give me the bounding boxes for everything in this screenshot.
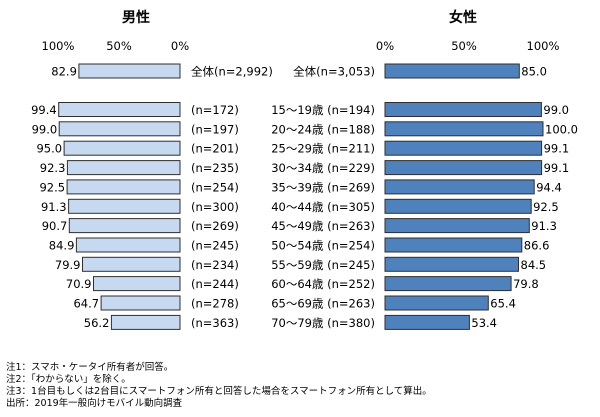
male-bar-series: 82.9 全体(n=2,992) 99.4 (n=172) 99.0 (n=197) 95.… <box>31 63 273 330</box>
male-bar <box>58 121 181 137</box>
female-bar-value-label: 94.4 <box>536 180 562 194</box>
male-bar <box>68 198 181 214</box>
male-bar-value-label: 70.9 <box>66 277 92 291</box>
male-category-label: (n=269) <box>191 219 239 233</box>
female-bar <box>384 160 543 176</box>
male-bar-value-label: 90.7 <box>42 219 68 233</box>
female-bar <box>384 63 520 79</box>
footnotes: 注1：スマホ・ケータイ所有者が回答。 注2：「わからない」を除く。 注3：1台目… <box>6 361 432 409</box>
male-bar <box>110 314 181 330</box>
female-bar <box>384 218 530 234</box>
male-category-label: (n=201) <box>191 142 239 156</box>
female-bar-value-label: 79.8 <box>513 277 539 291</box>
female-bar <box>384 198 532 214</box>
female-bar <box>384 140 543 156</box>
male-category-label: (n=363) <box>191 316 239 330</box>
male-bar <box>58 102 181 117</box>
female-bar-value-label: 86.6 <box>524 239 550 253</box>
male-x-axis: 100% 50% 0% <box>42 39 190 53</box>
male-category-label: (n=254) <box>191 180 239 194</box>
male-bar <box>93 276 181 292</box>
female-bar <box>384 295 489 311</box>
female-bar-value-label: 91.3 <box>531 219 557 233</box>
female-x-axis: 0% 50% 100% <box>376 39 560 53</box>
female-category-label: 20～24歳 (n=188) <box>271 122 375 136</box>
male-bar-value-label: 82.9 <box>51 65 77 79</box>
female-category-label: 70～79歳 (n=380) <box>271 316 375 330</box>
male-category-label: (n=244) <box>191 277 239 291</box>
male-x-tick-label: 50% <box>106 39 132 53</box>
female-category-label: 50～54歳 (n=254) <box>271 239 375 253</box>
male-bar-value-label: 56.2 <box>84 316 110 330</box>
footnote-source: 出所：2019年一般向けモバイル動向調査 <box>6 397 183 409</box>
male-x-tick-label: 0% <box>171 39 189 53</box>
male-category-label: (n=300) <box>191 200 239 214</box>
female-category-label: 60～64歳 (n=252) <box>271 277 375 291</box>
female-bar-value-label: 65.4 <box>490 297 516 311</box>
female-bar-series: 85.0 全体(n=3,053) 99.0 15～19歳 (n=194) 100.0 20… <box>271 63 578 330</box>
male-category-label: (n=197) <box>191 122 239 136</box>
male-bar-value-label: 64.7 <box>73 297 99 311</box>
female-bar-value-label: 100.0 <box>545 122 578 136</box>
male-bar <box>63 140 181 156</box>
female-bar-value-label: 53.4 <box>471 316 497 330</box>
female-bar <box>384 276 512 292</box>
female-category-label: 全体(n=3,053) <box>293 65 375 79</box>
female-category-label: 30～34歳 (n=229) <box>271 161 375 175</box>
female-category-label: 65～69歳 (n=263) <box>271 297 375 311</box>
female-x-tick-label: 50% <box>451 39 477 53</box>
male-bar-value-label: 91.3 <box>41 200 67 214</box>
footnote-3: 注3：1台目もしくは2台目にスマートフォン所有と回答した場合をスマートフォン所有… <box>6 385 432 397</box>
female-bar-value-label: 84.5 <box>521 258 547 272</box>
female-bar-value-label: 92.5 <box>533 200 559 214</box>
female-category-label: 55～59歳 (n=245) <box>271 258 375 272</box>
female-category-label: 15～19歳 (n=194) <box>271 103 375 117</box>
female-bar <box>384 237 523 253</box>
male-bar <box>82 256 181 272</box>
male-bar <box>68 218 181 234</box>
female-bar-value-label: 99.0 <box>543 103 569 117</box>
male-bar-value-label: 95.0 <box>36 142 62 156</box>
female-bar <box>384 314 470 330</box>
footnote-2: 注2：「わからない」を除く。 <box>6 373 131 385</box>
female-category-label: 25～29歳 (n=211) <box>271 142 375 156</box>
male-bar-value-label: 99.0 <box>32 122 58 136</box>
male-bar <box>75 237 181 253</box>
female-bar-value-label: 99.1 <box>544 142 570 156</box>
male-chart-title: 男性 <box>122 9 150 26</box>
female-bar-value-label: 85.0 <box>521 65 547 79</box>
male-category-label: (n=172) <box>191 103 239 117</box>
male-category-label: (n=235) <box>191 161 239 175</box>
female-bar-value-label: 99.1 <box>544 161 570 175</box>
female-x-tick-label: 100% <box>527 39 560 53</box>
male-bar-value-label: 92.5 <box>39 180 65 194</box>
female-bar <box>384 102 542 117</box>
female-bar <box>384 121 544 137</box>
female-category-label: 35～39歳 (n=269) <box>271 180 375 194</box>
male-category-label: (n=278) <box>191 297 239 311</box>
female-bar <box>384 179 535 195</box>
male-bar <box>66 160 181 176</box>
male-bar-value-label: 84.9 <box>49 239 75 253</box>
male-category-label: 全体(n=2,992) <box>191 65 273 79</box>
male-x-tick-label: 100% <box>42 39 75 53</box>
female-bar <box>384 256 519 272</box>
male-bar-value-label: 92.3 <box>40 161 66 175</box>
male-bar <box>78 63 181 79</box>
female-x-tick-label: 0% <box>376 39 394 53</box>
male-bar <box>100 295 181 311</box>
male-bar-value-label: 79.9 <box>55 258 81 272</box>
footnote-1: 注1：スマホ・ケータイ所有者が回答。 <box>6 361 173 373</box>
male-bar-value-label: 99.4 <box>31 103 57 117</box>
female-category-label: 45～49歳 (n=263) <box>271 219 375 233</box>
female-category-label: 40～44歳 (n=305) <box>271 200 375 214</box>
female-chart-title: 女性 <box>449 9 477 26</box>
male-category-label: (n=245) <box>191 239 239 253</box>
male-category-label: (n=234) <box>191 258 239 272</box>
male-bar <box>66 179 181 195</box>
